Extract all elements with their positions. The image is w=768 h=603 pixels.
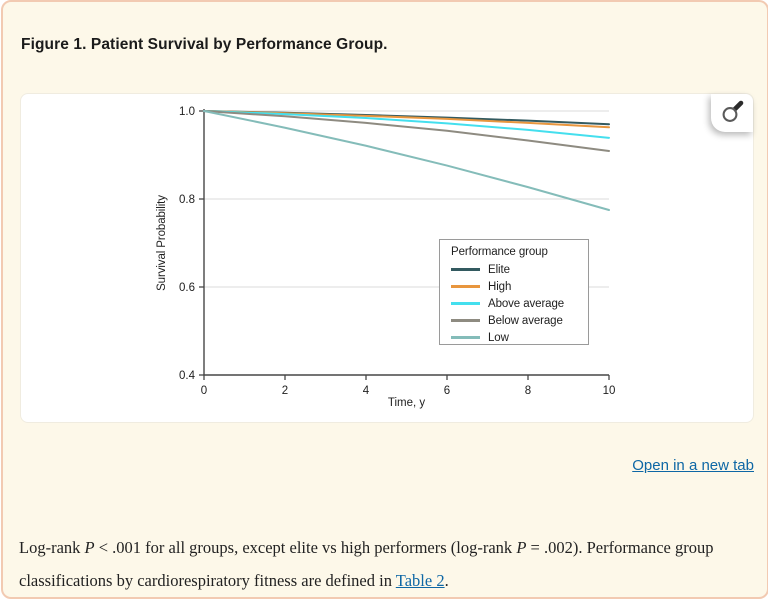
caption-text: = .002). Performance group classificatio… xyxy=(19,537,714,590)
legend-title: Performance group xyxy=(451,246,548,258)
legend-item: Below average xyxy=(451,312,582,329)
svg-text:2: 2 xyxy=(282,385,288,397)
figure-zoom-button[interactable] xyxy=(711,94,753,132)
legend-line-swatch xyxy=(451,319,480,322)
legend-label: Below average xyxy=(488,314,563,327)
open-in-new-tab-link[interactable]: Open in a new tab xyxy=(632,457,754,474)
svg-text:1.0: 1.0 xyxy=(179,106,195,118)
svg-text:0.8: 0.8 xyxy=(179,194,195,206)
legend-label: High xyxy=(488,280,512,293)
svg-text:10: 10 xyxy=(603,385,616,397)
x-axis-title: Time, y xyxy=(387,397,426,409)
legend-line-swatch xyxy=(451,302,480,305)
chart-legend: Performance group Elite High Above average… xyxy=(439,239,589,345)
survival-chart-svg: 1.0 0.8 0.6 0.4 0 2 4 6 8 10 xyxy=(179,106,616,397)
legend-item: High xyxy=(451,278,582,295)
svg-text:0.6: 0.6 xyxy=(179,282,195,294)
caption-italic-p: P xyxy=(516,537,527,557)
caption-text: . xyxy=(444,570,449,590)
caption-text: < .001 for all groups, except elite vs h… xyxy=(94,537,517,557)
legend-label: Low xyxy=(488,331,509,344)
caption-italic-p: P xyxy=(84,537,95,557)
legend-item: Elite xyxy=(451,261,582,278)
svg-text:6: 6 xyxy=(444,385,450,397)
legend-label: Above average xyxy=(488,297,565,310)
open-in-new-tab-row: Open in a new tab xyxy=(20,457,754,475)
y-axis-title: Survival Probability xyxy=(156,195,168,291)
legend-label: Elite xyxy=(488,263,510,276)
legend-line-swatch xyxy=(451,285,480,288)
figure-panel: 1.0 0.8 0.6 0.4 0 2 4 6 8 10 Survival Probability… xyxy=(20,93,754,423)
figure-caption: Log-rank P < .001 for all groups, except… xyxy=(19,531,755,597)
legend-line-swatch xyxy=(451,336,480,339)
legend-rows: Elite High Above average Below average Low xyxy=(451,261,582,346)
legend-line-swatch xyxy=(451,268,480,271)
caption-text: Log-rank xyxy=(19,537,85,557)
svg-text:0: 0 xyxy=(201,385,207,397)
legend-item: Above average xyxy=(451,295,582,312)
svg-text:0.4: 0.4 xyxy=(179,370,196,382)
table-2-link[interactable]: Table 2 xyxy=(395,570,445,590)
svg-text:4: 4 xyxy=(363,385,370,397)
svg-text:8: 8 xyxy=(525,385,531,397)
magnifier-icon xyxy=(719,99,745,128)
survival-chart: 1.0 0.8 0.6 0.4 0 2 4 6 8 10 Survival Probability… xyxy=(21,94,755,424)
figure-title: Figure 1. Patient Survival by Performanc… xyxy=(21,36,388,53)
legend-item: Low xyxy=(451,329,582,346)
